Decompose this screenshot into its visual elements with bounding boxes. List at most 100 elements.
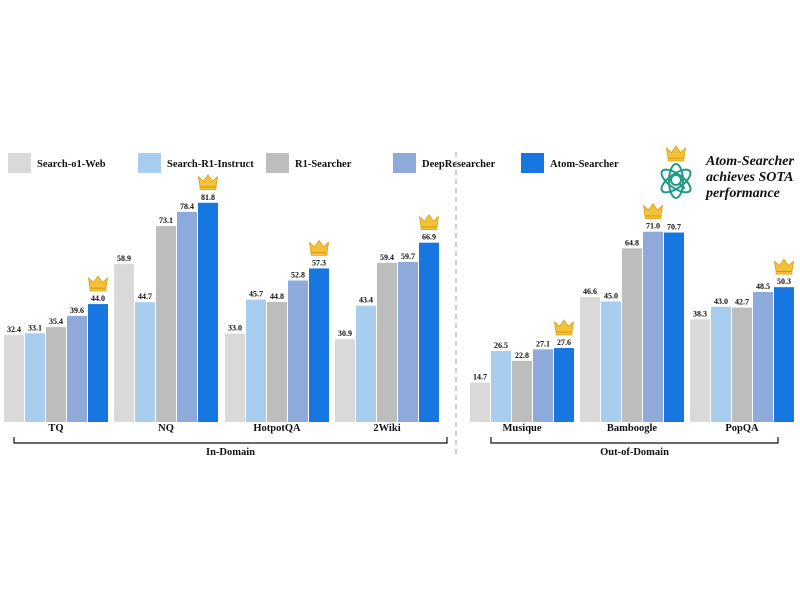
category-group-musique: 14.7 26.5 22.8 27.1 27.6 Musique — [470, 319, 574, 434]
bar-value-label: 58.9 — [117, 254, 131, 263]
annotation-line-1: Atom-Searcher — [705, 154, 794, 169]
bar-hotpotqa-search-r1-instruct — [246, 299, 266, 422]
bar-value-label: 45.7 — [249, 290, 263, 299]
bar-value-label: 70.7 — [667, 223, 681, 232]
bar-value-label: 39.6 — [70, 306, 84, 315]
bar-2wiki-atom-searcher — [419, 242, 439, 422]
bar-popqa-search-r1-instruct — [711, 306, 731, 422]
bar-nq-deepresearcher — [177, 211, 197, 422]
bar-nq-search-r1-instruct — [135, 302, 155, 422]
bar-value-label: 27.1 — [536, 339, 550, 348]
bar-value-label: 45.0 — [604, 291, 618, 300]
bar-value-label: 43.0 — [714, 297, 728, 306]
legend-item-atom-searcher: Atom-Searcher — [521, 153, 619, 173]
legend-label: DeepResearcher — [422, 159, 496, 170]
crown-icon — [419, 214, 439, 231]
category-group-nq: 58.9 44.7 73.1 78.4 81.8 NQ — [114, 174, 218, 434]
legend-swatch — [8, 153, 31, 173]
bar-musique-deepresearcher — [533, 349, 553, 422]
bar-value-label: 44.8 — [270, 292, 284, 301]
crown-icon — [88, 275, 108, 292]
category-label-nq: NQ — [158, 423, 174, 434]
bar-bamboogle-search-r1-instruct — [601, 301, 621, 422]
atom-search-logo-icon — [660, 163, 692, 199]
bar-value-label: 59.4 — [380, 253, 394, 262]
category-group-2wiki: 30.9 43.4 59.4 59.7 66.9 2Wiki — [335, 214, 439, 434]
bar-value-label: 33.1 — [28, 323, 42, 332]
bar-hotpotqa-atom-searcher — [309, 268, 329, 422]
bar-value-label: 44.7 — [138, 292, 152, 301]
bar-value-label: 30.9 — [338, 329, 352, 338]
bar-musique-r1-searcher — [512, 360, 532, 422]
crown-icon — [309, 240, 329, 256]
bar-hotpotqa-deepresearcher — [288, 280, 308, 422]
bar-bamboogle-deepresearcher — [643, 231, 663, 422]
legend-label: Search-R1-Instruct — [167, 159, 254, 170]
legend-swatch — [393, 153, 416, 173]
bar-musique-search-o1-web — [470, 382, 490, 422]
bar-popqa-deepresearcher — [753, 292, 773, 422]
bar-value-label: 32.4 — [7, 325, 21, 334]
category-label-musique: Musique — [502, 423, 541, 434]
legend-label: Search-o1-Web — [37, 159, 106, 170]
bar-nq-search-o1-web — [114, 264, 134, 422]
bar-value-label: 44.0 — [91, 294, 105, 303]
category-label-hotpotqa: HotpotQA — [253, 423, 301, 434]
bar-bamboogle-atom-searcher — [664, 232, 684, 422]
category-label-2wiki: 2Wiki — [373, 423, 400, 434]
bar-value-label: 14.7 — [473, 373, 487, 382]
bar-value-label: 73.1 — [159, 216, 173, 225]
legend-swatch — [138, 153, 161, 173]
crown-icon — [666, 145, 686, 162]
group-label-out-of-domain: Out-of-Domain — [600, 447, 669, 458]
category-label-bamboogle: Bamboogle — [607, 423, 658, 434]
legend-item-r1-searcher: R1-Searcher — [266, 153, 352, 173]
bar-tq-search-r1-instruct — [25, 333, 45, 422]
legend-label: Atom-Searcher — [550, 159, 619, 170]
bar-tq-r1-searcher — [46, 327, 66, 422]
legend-swatch — [521, 153, 544, 173]
annotation-line-3: performance — [705, 186, 780, 201]
bar-value-label: 50.3 — [777, 277, 791, 286]
bar-value-label: 81.8 — [201, 193, 215, 202]
crown-icon — [554, 319, 574, 336]
chart-panels: 32.4 33.1 35.4 39.6 44.0 TQ 58.9 44.7 73.1 78.4 81… — [4, 174, 794, 458]
legend-item-search-r1-instruct: Search-R1-Instruct — [138, 153, 254, 173]
bar-musique-atom-searcher — [554, 348, 574, 422]
legend-label: R1-Searcher — [295, 159, 352, 170]
bar-value-label: 42.7 — [735, 298, 749, 307]
panel-out-of-domain: 14.7 26.5 22.8 27.1 27.6 Musique 46.6 45.0 64.8 7… — [470, 203, 794, 458]
bar-value-label: 35.4 — [49, 317, 63, 326]
bar-popqa-atom-searcher — [774, 287, 794, 422]
bar-value-label: 59.7 — [401, 252, 415, 261]
legend: Search-o1-Web Search-R1-Instruct R1-Search… — [8, 153, 619, 173]
bar-popqa-search-o1-web — [690, 319, 710, 422]
bar-value-label: 64.8 — [625, 238, 639, 247]
bar-value-label: 33.0 — [228, 324, 242, 333]
legend-item-search-o1-web: Search-o1-Web — [8, 153, 106, 173]
bar-musique-search-r1-instruct — [491, 350, 511, 422]
annotation-line-2: achieves SOTA — [706, 170, 794, 185]
bar-value-label: 71.0 — [646, 222, 660, 231]
bar-2wiki-deepresearcher — [398, 262, 418, 422]
category-group-tq: 32.4 33.1 35.4 39.6 44.0 TQ — [4, 275, 108, 434]
bar-tq-atom-searcher — [88, 304, 108, 422]
bar-popqa-r1-searcher — [732, 307, 752, 422]
category-group-popqa: 38.3 43.0 42.7 48.5 50.3 PopQA — [690, 258, 794, 434]
bar-2wiki-r1-searcher — [377, 262, 397, 422]
bar-value-label: 46.6 — [583, 287, 597, 296]
bar-value-label: 43.4 — [359, 296, 373, 305]
bar-value-label: 78.4 — [180, 202, 194, 211]
bar-value-label: 27.6 — [557, 338, 571, 347]
bar-value-label: 66.9 — [422, 233, 436, 242]
bar-nq-r1-searcher — [156, 226, 176, 422]
bar-value-label: 52.8 — [291, 270, 305, 279]
legend-item-deepresearcher: DeepResearcher — [393, 153, 496, 173]
crown-icon — [198, 174, 218, 191]
group-brace — [13, 437, 448, 444]
bar-value-label: 26.5 — [494, 341, 508, 350]
bar-hotpotqa-r1-searcher — [267, 301, 287, 422]
category-group-bamboogle: 46.6 45.0 64.8 71.0 70.7 Bamboogle — [580, 203, 684, 434]
